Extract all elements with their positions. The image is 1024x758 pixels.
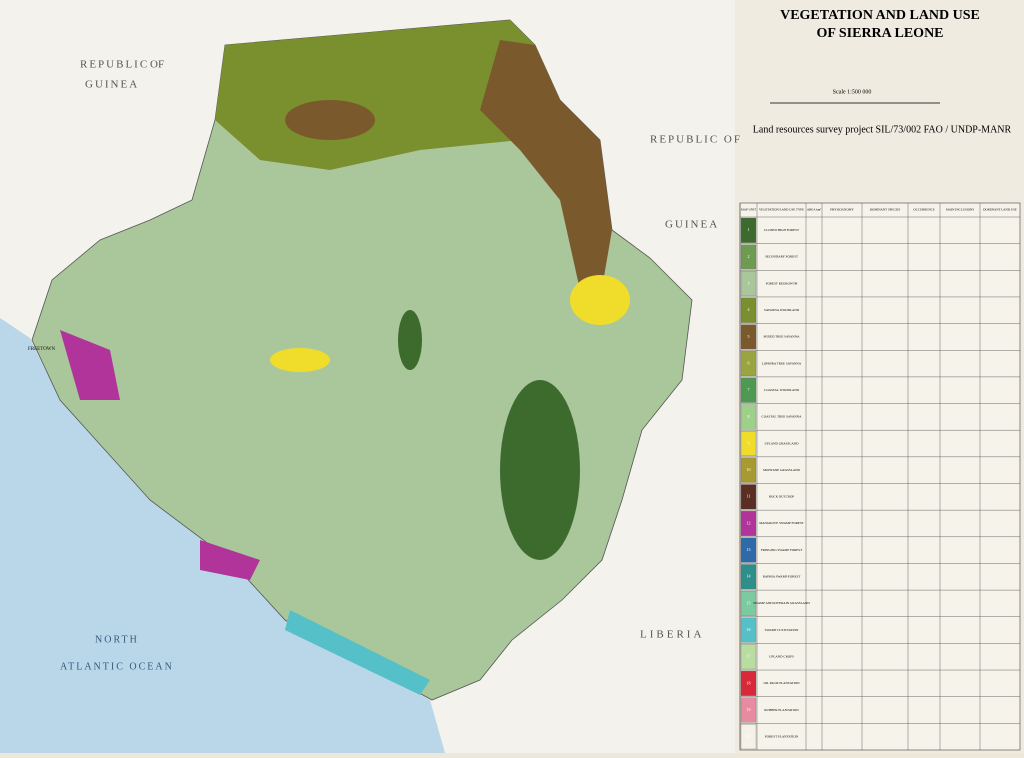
- country-label: GUINEA: [665, 219, 719, 231]
- column-header: OCCURRENCE: [913, 208, 934, 212]
- column-header: PHYSIOGNOMY: [830, 208, 854, 212]
- grassland-patch: [570, 275, 630, 325]
- unit-swatch: [740, 724, 757, 750]
- type-label: FRINGING SWAMP FOREST: [761, 548, 802, 552]
- unit-number: 20: [747, 734, 751, 739]
- unit-swatch: [740, 297, 757, 323]
- type-label: MIXED TREE SAVANNA: [764, 335, 801, 339]
- country-label: OF: [150, 59, 164, 71]
- type-label: ROCK OUTCROP: [769, 495, 795, 499]
- type-label: RAPHIA SWAMP FOREST: [763, 575, 801, 579]
- unit-number: 1: [748, 227, 750, 232]
- ocean: [0, 318, 445, 753]
- mangrove-patch: [60, 330, 120, 400]
- unit-number: 8: [748, 414, 750, 419]
- city-label: FREETOWN: [28, 347, 56, 352]
- unit-swatch: [740, 670, 757, 696]
- unit-swatch: [740, 590, 757, 616]
- column-header: MAP UNIT: [741, 208, 756, 212]
- project-label: Land resources survey project SIL/73/002…: [753, 124, 1012, 135]
- unit-number: 7: [748, 387, 750, 392]
- type-label: MANGROVE SWAMP FOREST: [759, 521, 804, 525]
- unit-number: 6: [748, 360, 750, 365]
- savanna-patch: [285, 100, 375, 140]
- type-label: RUBBER PLANTATION: [764, 708, 799, 712]
- unit-number: 15: [747, 600, 751, 605]
- type-label: CLOSED HIGH FOREST: [764, 228, 799, 232]
- unit-number: 12: [747, 520, 751, 525]
- country-label: REPUBLIC: [80, 59, 149, 71]
- type-label: MONTANE GRASSLAND: [763, 468, 800, 472]
- unit-number: 2: [748, 254, 750, 259]
- country-label: GUINEA: [85, 79, 139, 91]
- type-label: SWAMP AND RIVERAIN GRASSLAND: [753, 601, 810, 605]
- unit-number: 19: [747, 707, 751, 712]
- mangrove-patch: [200, 540, 260, 580]
- unit-swatch: [740, 351, 757, 377]
- type-label: UPLAND CROPS: [769, 654, 794, 658]
- unit-swatch: [740, 644, 757, 670]
- unit-number: 18: [747, 680, 751, 685]
- type-label: SAVANNA WOODLAND: [764, 308, 800, 312]
- unit-number: 9: [748, 440, 750, 445]
- unit-swatch: [740, 564, 757, 590]
- type-label: FOREST PLANTATION: [765, 734, 799, 738]
- unit-swatch: [740, 510, 757, 536]
- scale-label: Scale 1:500 000: [833, 89, 872, 95]
- unit-number: 13: [747, 547, 751, 552]
- unit-swatch: [740, 457, 757, 483]
- unit-swatch: [740, 431, 757, 457]
- unit-swatch: [740, 484, 757, 510]
- forest-patch: [500, 380, 580, 560]
- type-label: OIL PALM PLANTATION: [763, 681, 800, 685]
- type-label: COASTAL WOODLAND: [764, 388, 800, 392]
- unit-number: 5: [748, 334, 750, 339]
- swamp-cultivation: [285, 610, 430, 695]
- title: VEGETATION AND LAND USE: [780, 8, 980, 23]
- ocean-label: ATLANTIC OCEAN: [60, 661, 174, 672]
- unit-number: 4: [748, 307, 750, 312]
- unit-swatch: [740, 697, 757, 723]
- column-header: VEGETATION/LAND USE TYPE: [759, 208, 804, 212]
- unit-swatch: [740, 377, 757, 403]
- unit-swatch: [740, 217, 757, 243]
- type-label: COASTAL TREE SAVANNA: [762, 415, 803, 419]
- country-label: REPUBLIC OF: [650, 134, 742, 146]
- column-header: MAIN INCLUSIONS: [946, 208, 974, 212]
- unit-swatch: [740, 404, 757, 430]
- ocean-label: NORTH: [95, 634, 139, 645]
- country-label: LIBERIA: [640, 629, 704, 641]
- grassland-patch: [270, 348, 330, 372]
- type-label: LOPHIRA TREE SAVANNA: [762, 361, 802, 365]
- unit-number: 10: [747, 467, 751, 472]
- column-header: DOMINANT LAND USE: [983, 208, 1017, 212]
- unit-number: 3: [748, 281, 750, 286]
- type-label: SECONDARY FOREST: [765, 255, 798, 259]
- legend: MAP UNIT VEGETATION/LAND USE TYPE AREA km²…: [739, 202, 1021, 751]
- unit-swatch: [740, 244, 757, 270]
- legend-frame: [739, 202, 1021, 751]
- column-header: AREA km²: [807, 208, 821, 212]
- unit-number: 17: [747, 654, 751, 659]
- unit-swatch: [740, 537, 757, 563]
- type-label: SWAMP CULTIVATION: [765, 628, 799, 632]
- mixed-tree-savanna-east: [480, 40, 612, 300]
- unit-number: 16: [747, 627, 751, 632]
- type-label: UPLAND GRASSLAND: [765, 441, 800, 445]
- column-header: DOMINANT SPECIES: [870, 208, 901, 212]
- unit-number: 14: [747, 574, 751, 579]
- unit-number: 11: [747, 494, 751, 499]
- type-label: FOREST REGROWTH: [766, 281, 798, 285]
- forest-patch: [398, 310, 422, 370]
- title: OF SIERRA LEONE: [816, 26, 943, 41]
- unit-swatch: [740, 271, 757, 297]
- unit-swatch: [740, 324, 757, 350]
- unit-swatch: [740, 617, 757, 643]
